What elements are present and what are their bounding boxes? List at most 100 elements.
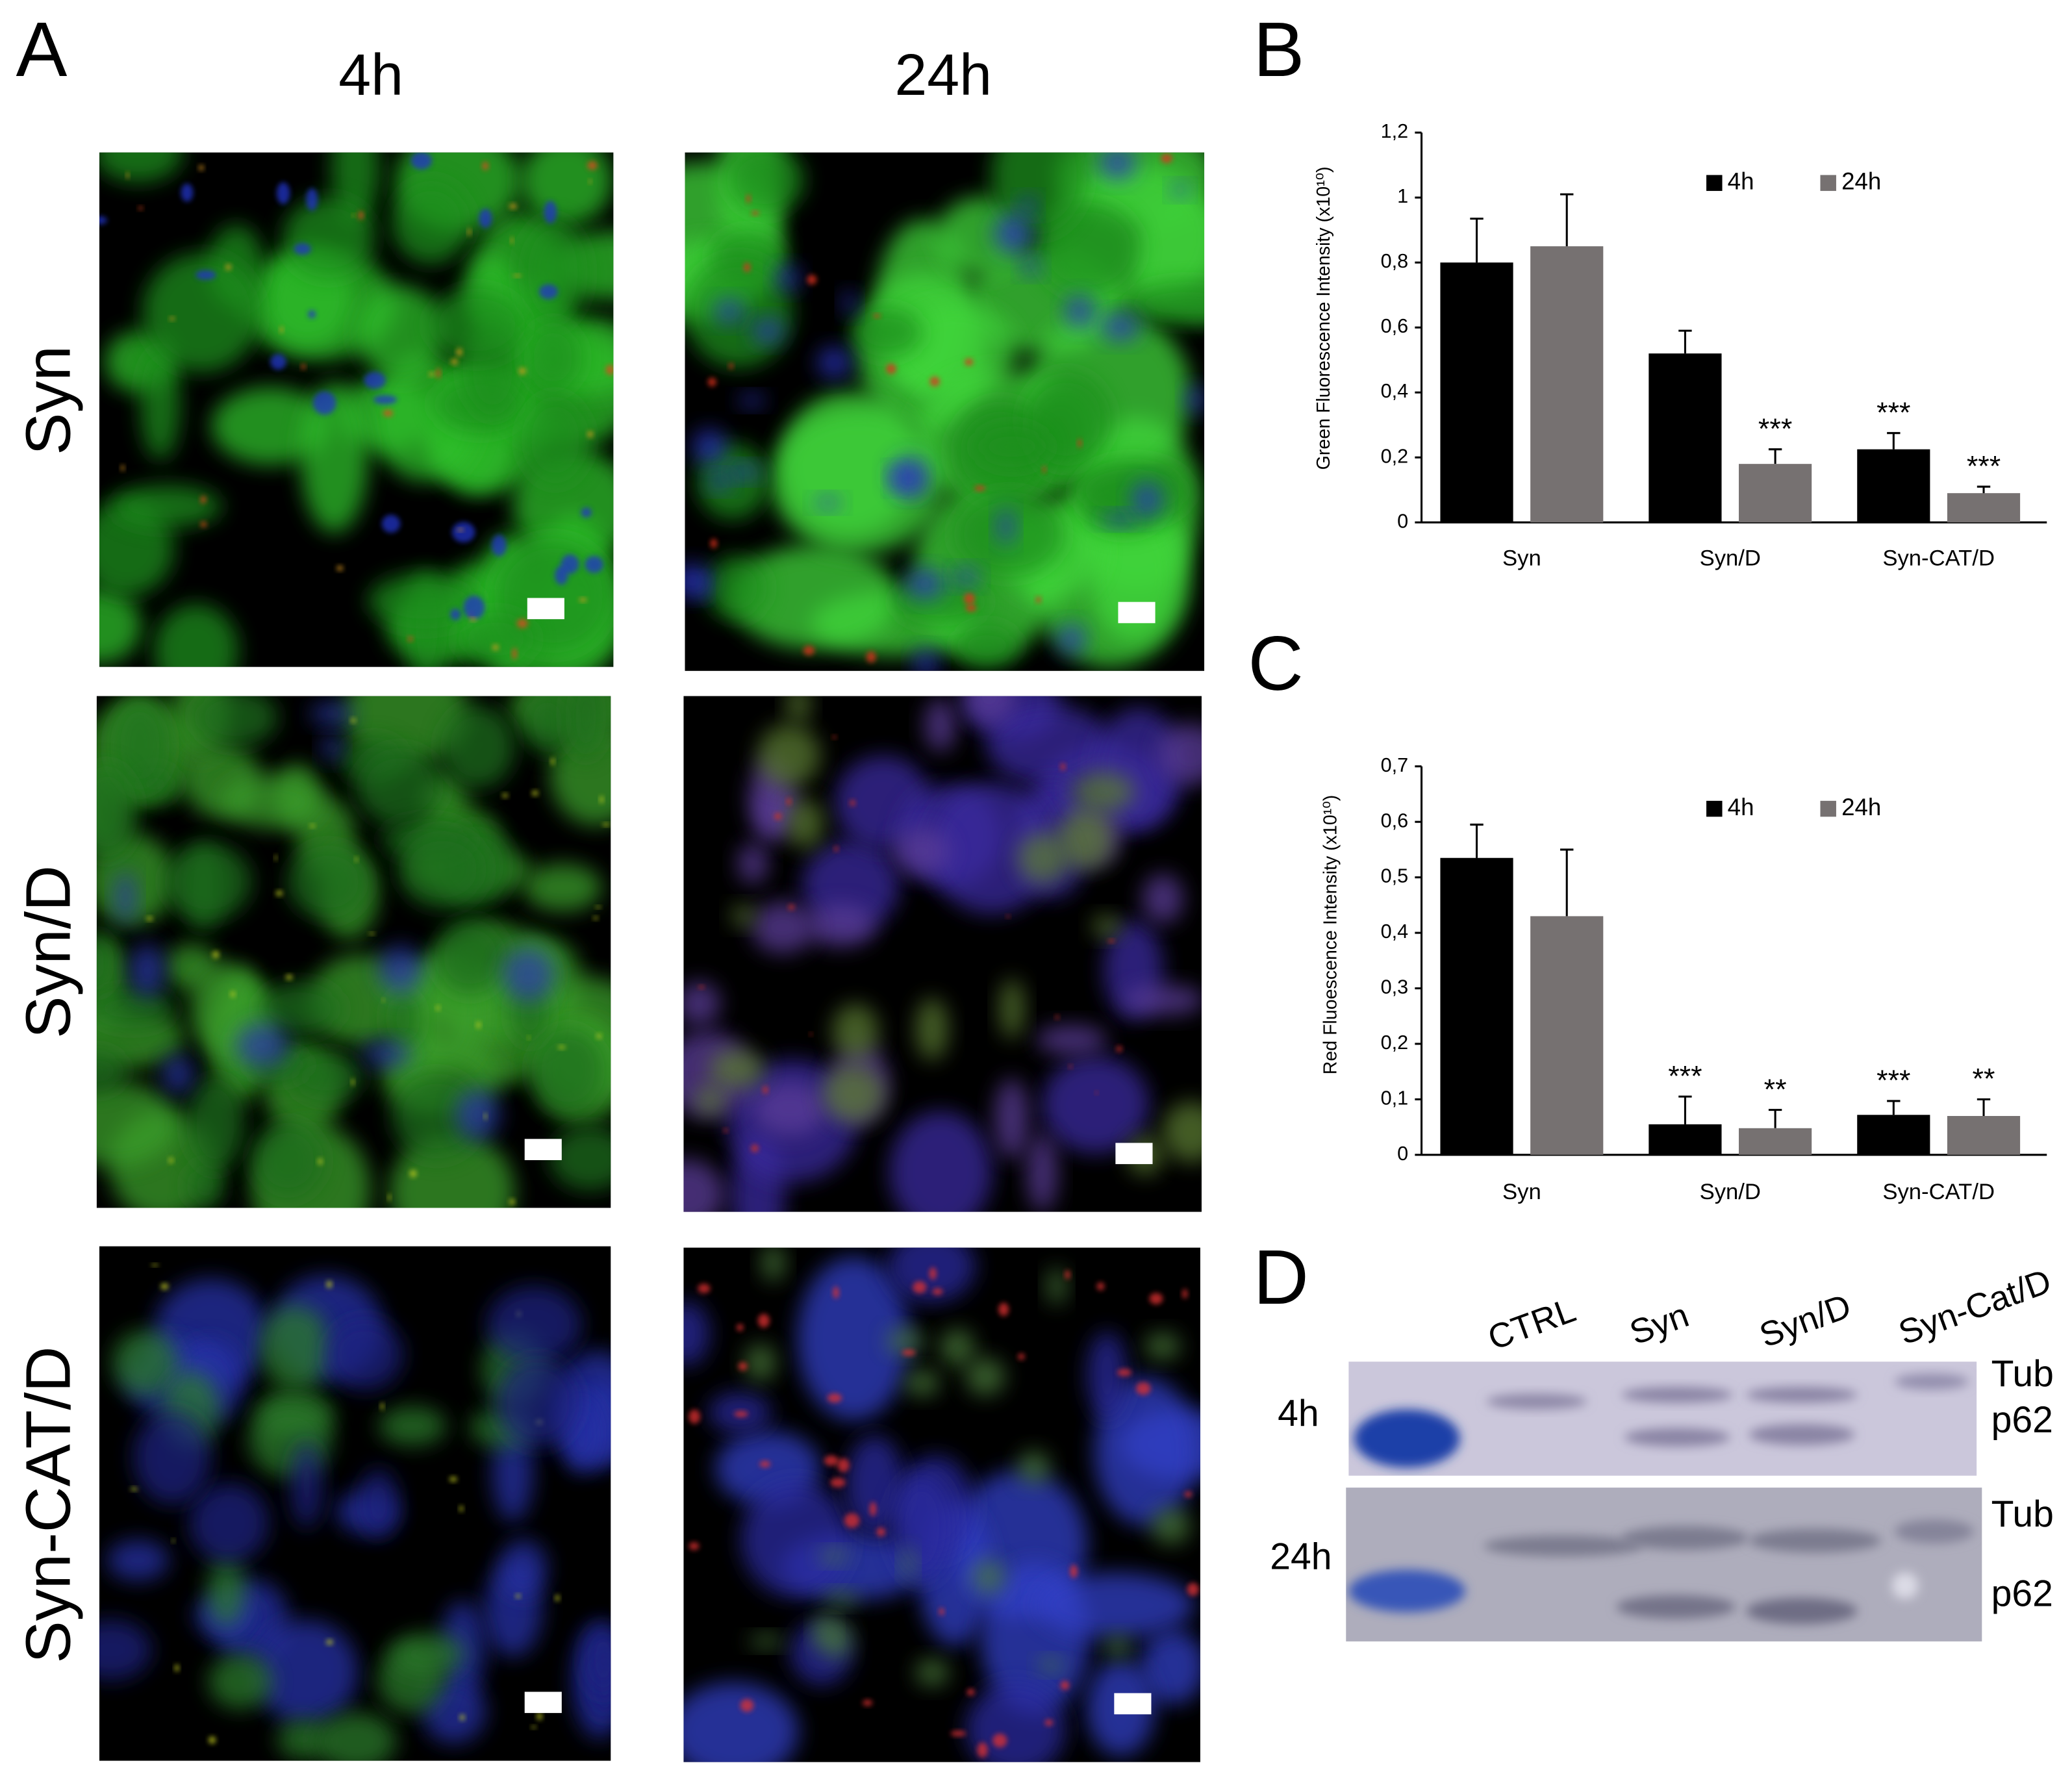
cell-blob <box>558 1045 566 1050</box>
cell-blob <box>1187 1582 1199 1596</box>
cell-blob <box>924 698 956 752</box>
cell-blob <box>198 164 204 171</box>
cell-blob <box>130 1487 138 1491</box>
legend-label: 24h <box>1841 168 1881 194</box>
cell-blob <box>126 172 129 179</box>
cell-blob <box>683 1159 724 1212</box>
cell-blob <box>486 1286 582 1364</box>
legend-label: 24h <box>1841 794 1881 820</box>
cell-blob <box>815 496 841 510</box>
cell-blob <box>902 1349 916 1356</box>
cell-blob <box>1158 723 1202 785</box>
cell-blob <box>523 696 572 755</box>
panel-label: C <box>1248 621 1303 707</box>
cell-blob <box>469 617 477 622</box>
cell-blob <box>738 1362 748 1371</box>
error-bar <box>1768 1109 1782 1128</box>
cell-blob <box>757 724 820 787</box>
cell-blob <box>832 1004 879 1059</box>
cell-blob <box>476 1021 481 1029</box>
bar <box>1649 1124 1722 1155</box>
error-bar <box>1470 823 1484 858</box>
cell-blob <box>456 348 462 357</box>
cell-blob <box>170 316 175 321</box>
cell-blob <box>429 372 435 377</box>
cell-blob <box>398 830 487 909</box>
cell-blob <box>1144 1332 1181 1360</box>
cell-blob <box>842 291 857 314</box>
band-label: p62 <box>1991 1399 2053 1441</box>
cell-blob <box>994 214 1032 254</box>
y-tick-label: 0,2 <box>1381 445 1409 467</box>
y-tick-label: 0 <box>1397 510 1408 532</box>
blot-membrane <box>1348 1362 1977 1476</box>
cell-blob <box>211 386 330 465</box>
cell-blob <box>350 718 356 723</box>
column-label: 24h <box>894 43 992 108</box>
western-blot <box>1346 1362 1982 1641</box>
cell-blob <box>818 1549 850 1564</box>
cell-blob <box>579 598 587 602</box>
cell-blob <box>1065 295 1095 329</box>
bar <box>1530 916 1604 1155</box>
cell-blob <box>160 1283 169 1290</box>
cell-blob <box>386 989 420 1048</box>
micrograph-texture <box>99 152 614 667</box>
cell-blob <box>285 974 293 980</box>
cell-blob <box>171 1538 175 1543</box>
cell-blob <box>270 353 286 370</box>
micrographs <box>96 152 1205 1762</box>
y-axis-label: Green Fluorescence Intensity (x10¹⁰) <box>1313 166 1334 470</box>
legend-swatch <box>1820 175 1836 191</box>
cell-blob <box>1151 1507 1191 1545</box>
cell-blob <box>757 1313 770 1328</box>
cell-blob <box>1072 772 1135 812</box>
cell-blob <box>459 1505 464 1512</box>
cell-blob <box>96 988 176 1029</box>
cell-blob <box>997 508 1015 546</box>
cell-blob <box>253 1619 359 1725</box>
cell-blob <box>550 1126 611 1191</box>
cell-blob <box>168 1157 173 1163</box>
cell-blob <box>1074 459 1192 524</box>
cell-blob <box>230 991 236 998</box>
cell-blob <box>731 905 756 927</box>
cell-blob <box>1060 763 1066 770</box>
cell-blob <box>309 824 316 828</box>
cell-blob <box>140 348 181 461</box>
cell-blob <box>186 1076 245 1172</box>
cell-blob <box>1131 481 1163 518</box>
cell-blob <box>287 844 369 919</box>
cell-blob <box>998 1302 1009 1317</box>
cell-blob <box>138 206 144 210</box>
cell-blob <box>99 1619 152 1680</box>
panel-label: D <box>1254 1235 1309 1321</box>
significance-label: ** <box>1973 1062 1995 1095</box>
cell-blob <box>355 857 359 862</box>
cell-blob <box>220 775 323 829</box>
cell-blob <box>1116 1046 1123 1052</box>
cell-blob <box>986 704 1112 785</box>
cell-blob <box>449 1476 457 1482</box>
cell-blob <box>518 367 526 375</box>
scale-bar <box>524 1692 562 1714</box>
cell-blob <box>964 358 974 366</box>
cell-blob <box>602 822 610 827</box>
cell-blob <box>913 1281 927 1294</box>
cell-blob <box>967 1688 975 1696</box>
cell-blob <box>283 197 375 279</box>
cell-blob <box>120 464 125 471</box>
cell-blob <box>737 843 768 885</box>
bar <box>1440 857 1513 1155</box>
bar <box>1440 262 1513 523</box>
cell-blob <box>928 782 1055 914</box>
bar <box>1947 493 2021 523</box>
error-bar <box>1470 218 1484 263</box>
cell-blob <box>502 793 509 798</box>
cell-blob <box>194 696 278 747</box>
cell-blob <box>457 528 464 532</box>
cell-blob <box>743 262 751 272</box>
cell-blob <box>965 1358 1005 1396</box>
cell-blob <box>683 1682 799 1762</box>
cell-blob <box>740 1481 851 1598</box>
